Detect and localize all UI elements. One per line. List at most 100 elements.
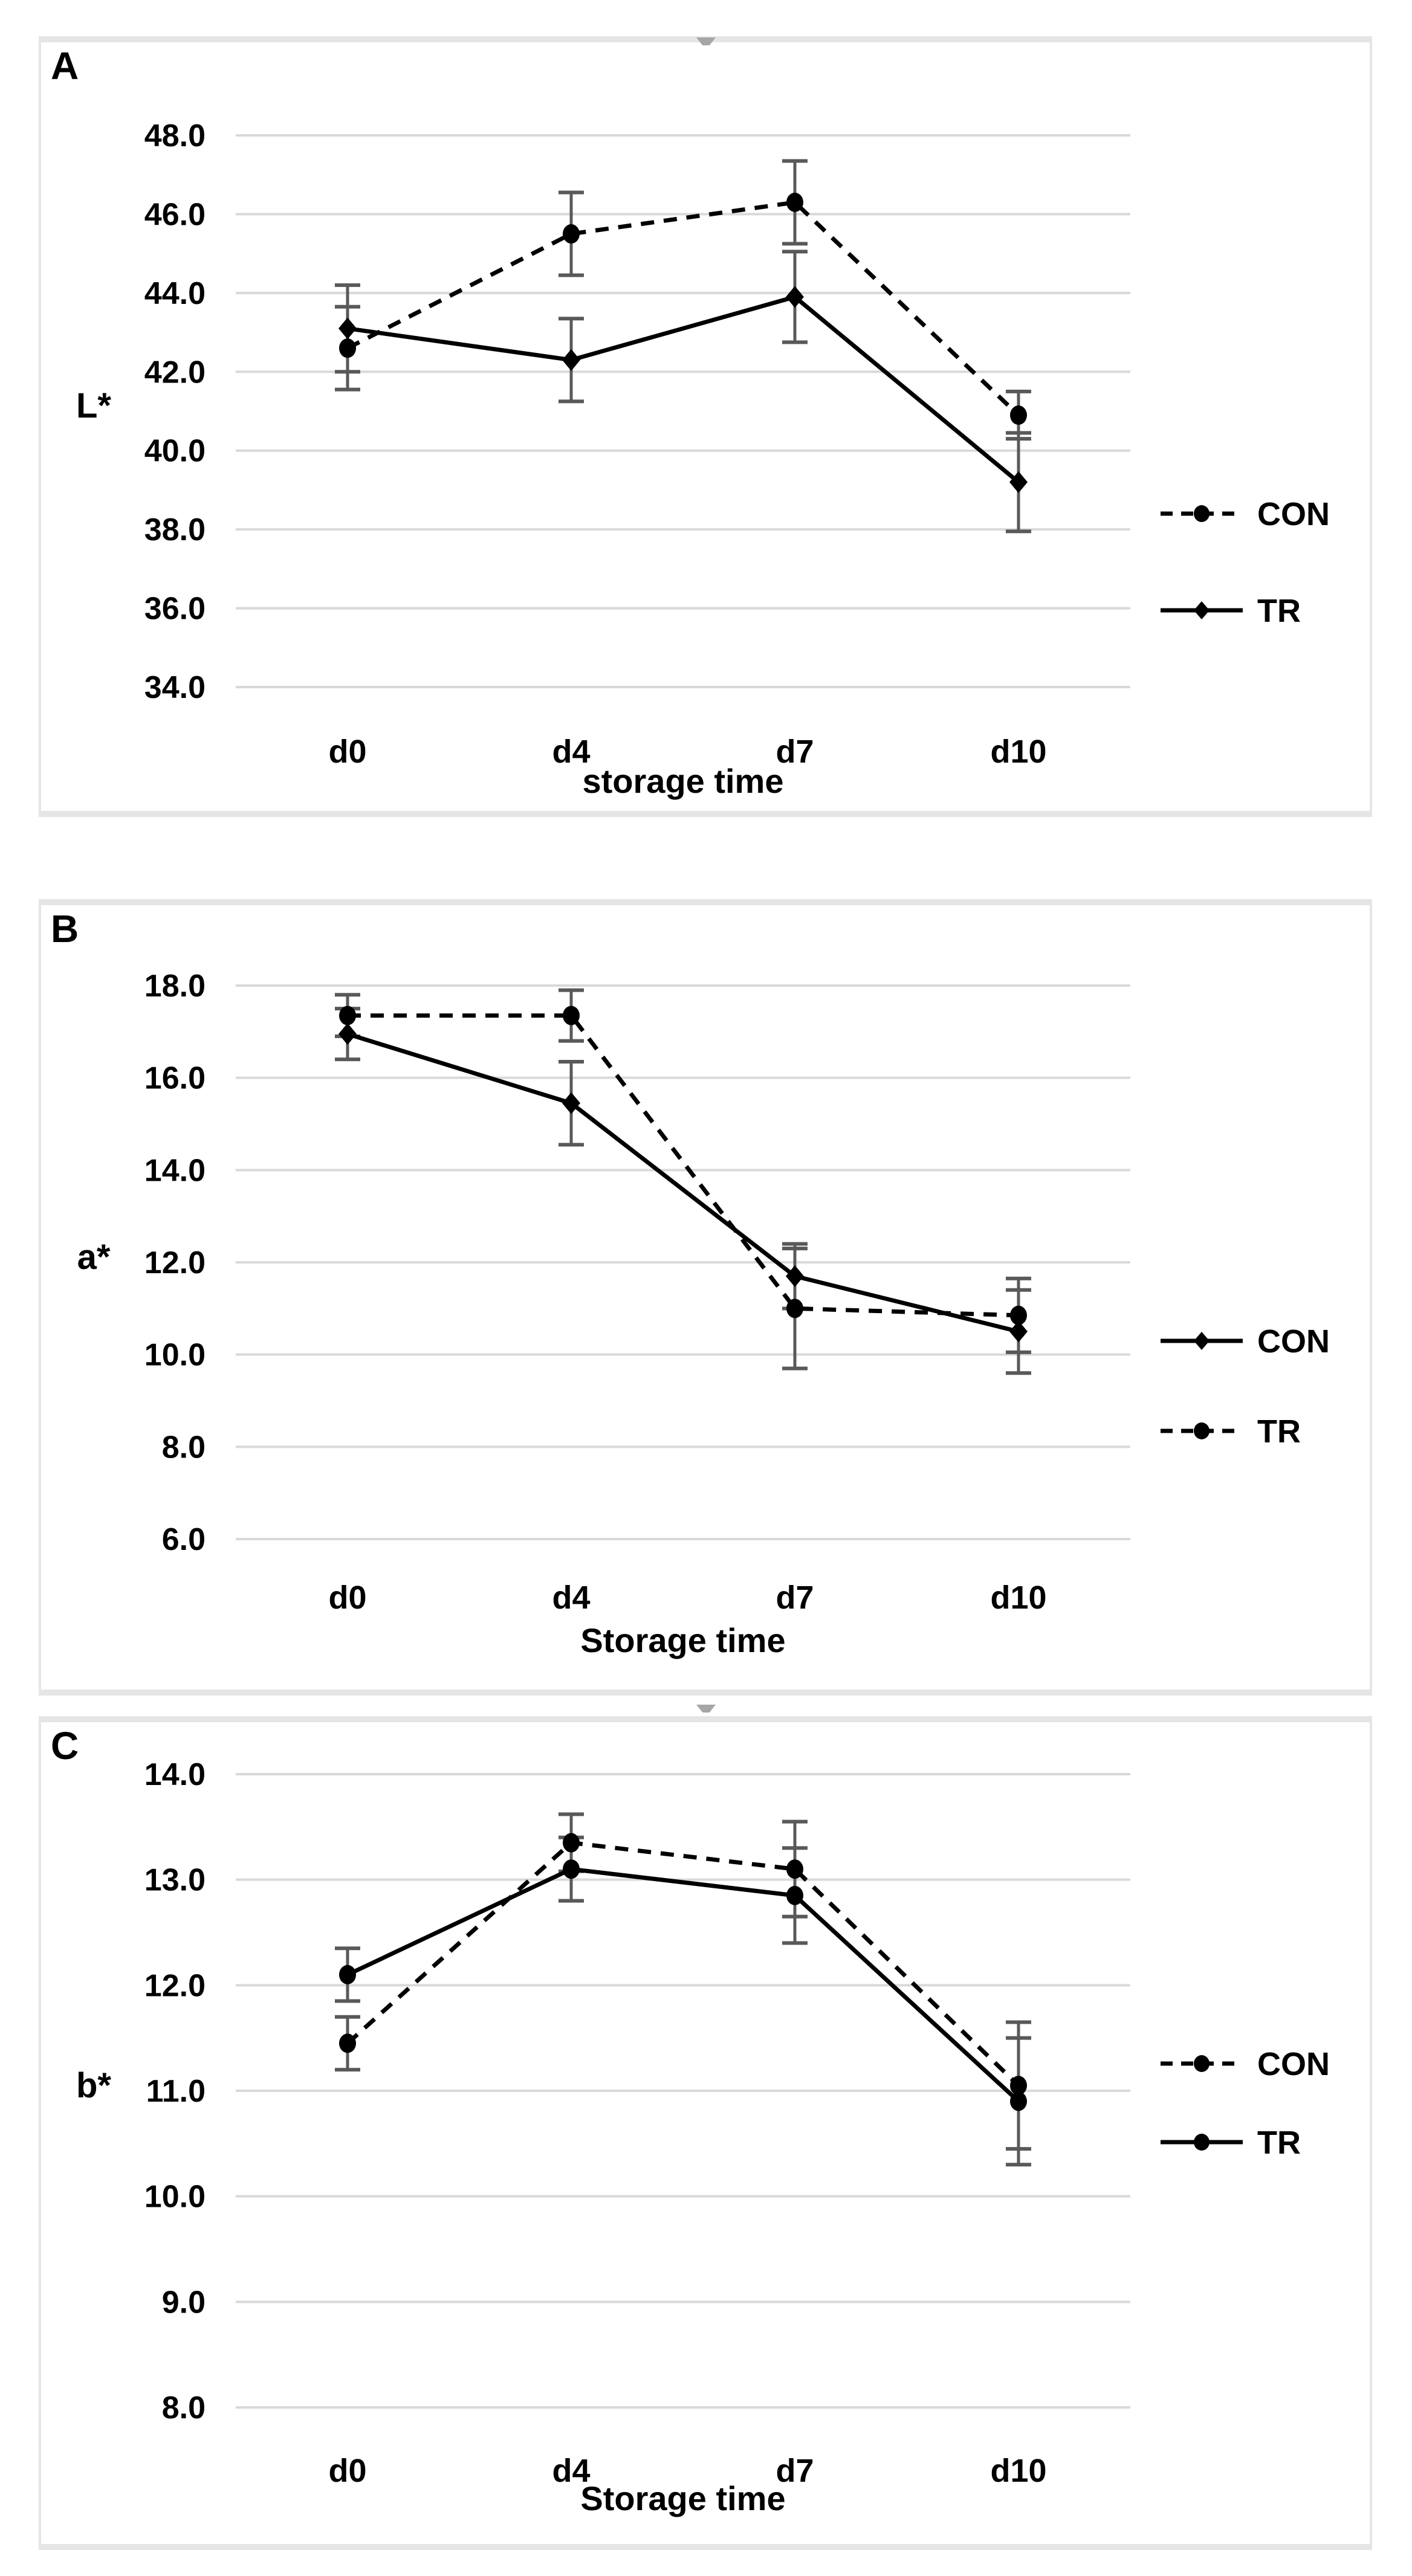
x-tick-label: d10 (990, 1580, 1046, 1616)
x-tick-label: d0 (328, 734, 366, 770)
panel-b-chart: 18.0 16.0 14.0 12.0 10.0 8.0 6.0 d0 d4 d7 d10 CON TR (39, 899, 1372, 1696)
panel-a-chart: 48.0 46.0 44.0 42.0 40.0 38.0 36.0 34.0 d0 d4 d7 d1… (39, 36, 1372, 817)
data-point-marker (1009, 471, 1028, 493)
legend-label: CON (1257, 496, 1330, 532)
panel-border (39, 899, 1372, 1696)
data-point-marker (1194, 505, 1210, 522)
data-point-marker (1194, 1332, 1210, 1350)
legend-item-TR: TR (1161, 593, 1301, 629)
data-point-marker (786, 1265, 804, 1287)
data-point-marker (786, 1299, 803, 1319)
panel-c-chart: 14.0 13.0 12.0 11.0 10.0 9.0 8.0 d0 d4 d7 d10 CON TR (39, 1716, 1372, 2550)
data-point-marker (563, 1859, 580, 1879)
legend-item-CON: CON (1161, 2046, 1330, 2082)
x-tick-label: d4 (552, 734, 590, 770)
y-tick-label: 10.0 (144, 1338, 206, 1373)
data-point-marker (1010, 1305, 1027, 1325)
data-point-marker (562, 1092, 580, 1114)
y-tick-label: 36.0 (144, 592, 206, 627)
y-tick-label: 11.0 (146, 2074, 206, 2109)
data-point-marker (1010, 2091, 1027, 2111)
x-tick-label: d10 (990, 734, 1046, 770)
panel-a-y-axis-title: L* (76, 386, 111, 425)
series-CON (339, 1833, 1027, 2096)
data-point-marker (339, 338, 356, 358)
data-point-marker (1010, 2076, 1027, 2096)
y-tick-label: 13.0 (144, 1863, 206, 1898)
legend-item-CON: CON (1161, 496, 1330, 532)
data-point-marker (786, 1859, 803, 1879)
data-point-marker (786, 192, 803, 212)
y-tick-label: 34.0 (144, 670, 206, 705)
panel-a-label: A (51, 44, 79, 88)
data-point-marker (786, 1885, 803, 1905)
y-tick-label: 8.0 (162, 1430, 206, 1465)
panel-c-x-axis-title: Storage time (580, 2479, 786, 2517)
legend-label: TR (1257, 1413, 1301, 1450)
series-TR (339, 1859, 1027, 2111)
legend-label: CON (1257, 1323, 1330, 1360)
panel-b-y-axis-title: a* (77, 1238, 111, 1277)
x-axis-tick-labels: d0 d4 d7 d10 (328, 2453, 1046, 2489)
data-point-marker (1010, 405, 1027, 425)
y-tick-label: 8.0 (162, 2390, 206, 2426)
y-tick-label: 42.0 (144, 355, 206, 390)
resize-handle-icon (696, 37, 716, 45)
panel-c-label: C (51, 1724, 79, 1767)
y-axis-tick-labels: 48.0 46.0 44.0 42.0 40.0 38.0 36.0 34.0 (144, 118, 206, 705)
data-point-marker (1194, 1422, 1210, 1439)
data-point-marker (786, 286, 804, 308)
error-bars-CON (335, 1812, 1031, 2151)
series-line (346, 1867, 1020, 2103)
y-tick-label: 9.0 (162, 2285, 206, 2320)
series-CON (338, 1023, 1028, 1343)
data-point-marker (339, 1006, 356, 1025)
x-tick-label: d10 (990, 2453, 1046, 2489)
series-line (346, 200, 1020, 417)
y-tick-label: 44.0 (144, 276, 206, 311)
x-tick-label: d7 (776, 734, 814, 770)
series-TR (338, 286, 1028, 493)
data-point-marker (563, 224, 580, 244)
data-point-marker (562, 349, 580, 371)
y-tick-label: 14.0 (144, 1757, 206, 1792)
data-point-marker (1194, 2134, 1210, 2151)
x-tick-label: d4 (552, 2453, 590, 2489)
series-line (348, 1013, 1019, 1318)
legend: CON TR (1161, 496, 1330, 629)
legend: CON TR (1161, 1323, 1330, 1450)
data-point-marker (338, 1023, 357, 1045)
legend-item-TR: TR (1161, 1413, 1301, 1450)
resize-handle-icon (696, 1705, 716, 1712)
panel-c-y-axis-title: b* (76, 2066, 111, 2105)
panel-a-x-axis-title: storage time (582, 762, 784, 800)
gridlines (236, 1773, 1130, 2409)
y-tick-label: 18.0 (144, 969, 206, 1004)
data-point-marker (1009, 1320, 1028, 1343)
y-axis-tick-labels: 14.0 13.0 12.0 11.0 10.0 9.0 8.0 (144, 1757, 206, 2426)
x-tick-label: d0 (328, 2453, 366, 2489)
series-TR (339, 1006, 1027, 1325)
legend-label: TR (1257, 593, 1301, 629)
x-tick-label: d7 (776, 1580, 814, 1616)
y-tick-label: 38.0 (144, 512, 206, 547)
y-tick-label: 40.0 (144, 434, 206, 469)
x-axis-tick-labels: d0 d4 d7 d10 (328, 1580, 1046, 1616)
data-point-marker (563, 1833, 580, 1853)
data-point-marker (339, 1964, 356, 1984)
series-line (347, 294, 1020, 484)
y-tick-label: 12.0 (144, 1968, 206, 2003)
y-tick-label: 16.0 (144, 1061, 206, 1096)
y-axis-tick-labels: 18.0 16.0 14.0 12.0 10.0 8.0 6.0 (144, 969, 206, 1557)
series-line (346, 1031, 1019, 1334)
y-tick-label: 48.0 (144, 118, 206, 153)
data-point-marker (338, 317, 357, 340)
y-tick-label: 6.0 (162, 1522, 206, 1557)
error-bars-TR (335, 1835, 1031, 2167)
y-tick-label: 14.0 (144, 1153, 206, 1188)
series-CON (339, 192, 1027, 425)
y-tick-label: 46.0 (144, 197, 206, 232)
x-tick-label: d0 (328, 1580, 366, 1616)
panel-b-label: B (51, 907, 79, 951)
